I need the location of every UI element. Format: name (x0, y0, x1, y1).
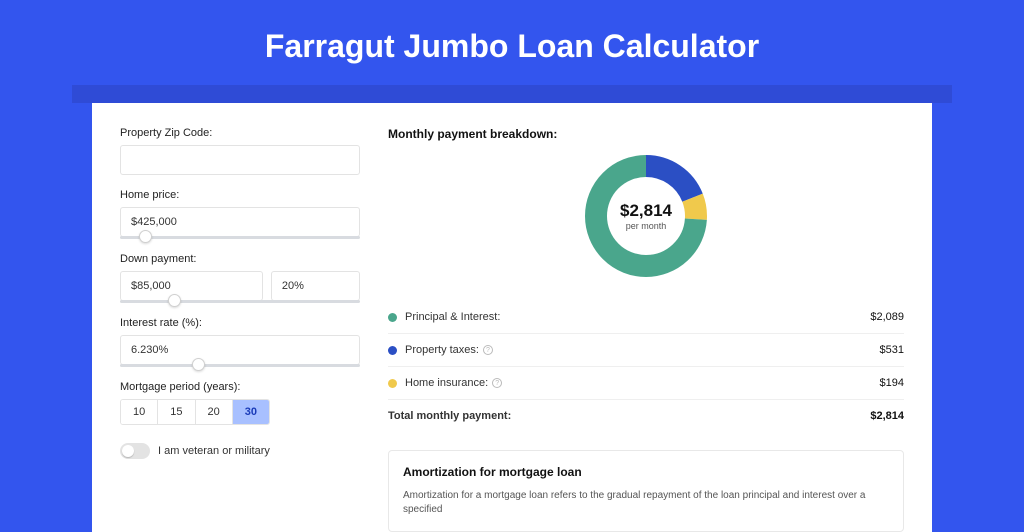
veteran-label: I am veteran or military (158, 445, 270, 457)
legend-dot (388, 313, 397, 322)
total-row: Total monthly payment: $2,814 (388, 400, 904, 432)
legend-row: Principal & Interest:$2,089 (388, 301, 904, 334)
down-payment-label: Down payment: (120, 253, 360, 265)
period-button-group: 10152030 (120, 399, 270, 425)
legend-row: Home insurance:?$194 (388, 367, 904, 400)
breakdown-title: Monthly payment breakdown: (388, 127, 904, 141)
period-option-30[interactable]: 30 (233, 400, 269, 424)
amort-text: Amortization for a mortgage loan refers … (403, 489, 889, 517)
info-icon[interactable]: ? (483, 345, 493, 355)
interest-rate-field-group: Interest rate (%): (120, 317, 360, 367)
donut-subtitle: per month (620, 221, 672, 231)
zip-label: Property Zip Code: (120, 127, 360, 139)
legend-label: Property taxes:? (405, 344, 880, 356)
card-shadow (72, 85, 952, 103)
down-payment-input[interactable] (120, 271, 263, 301)
legend-dot (388, 346, 397, 355)
legend-label: Home insurance:? (405, 377, 880, 389)
legend-value: $194 (880, 377, 904, 389)
period-option-10[interactable]: 10 (121, 400, 158, 424)
legend-value: $531 (880, 344, 904, 356)
legend-value: $2,089 (870, 311, 904, 323)
legend-dot (388, 379, 397, 388)
calculator-card: Property Zip Code: Home price: Down paym… (92, 103, 932, 532)
legend-row: Property taxes:?$531 (388, 334, 904, 367)
interest-rate-slider[interactable] (120, 364, 360, 367)
period-option-15[interactable]: 15 (158, 400, 195, 424)
down-payment-pct-input[interactable] (271, 271, 360, 301)
interest-rate-input[interactable] (120, 335, 360, 365)
page-title: Farragut Jumbo Loan Calculator (0, 0, 1024, 85)
down-payment-slider[interactable] (120, 300, 360, 303)
info-icon[interactable]: ? (492, 378, 502, 388)
period-field-group: Mortgage period (years): 10152030 (120, 381, 360, 425)
period-label: Mortgage period (years): (120, 381, 360, 393)
interest-rate-label: Interest rate (%): (120, 317, 360, 329)
veteran-toggle-row: I am veteran or military (120, 443, 360, 459)
donut-chart: $2,814 per month (583, 153, 709, 279)
interest-rate-slider-thumb[interactable] (192, 358, 205, 371)
amort-title: Amortization for mortgage loan (403, 465, 889, 479)
donut-center: $2,814 per month (620, 201, 672, 231)
legend-label: Principal & Interest: (405, 311, 870, 323)
down-payment-slider-thumb[interactable] (168, 294, 181, 307)
down-payment-field-group: Down payment: (120, 253, 360, 303)
veteran-toggle-knob (122, 445, 134, 457)
zip-input[interactable] (120, 145, 360, 175)
amort-section: Amortization for mortgage loan Amortizat… (388, 450, 904, 532)
home-price-slider-thumb[interactable] (139, 230, 152, 243)
donut-chart-wrap: $2,814 per month (388, 153, 904, 279)
donut-amount: $2,814 (620, 201, 672, 221)
home-price-field-group: Home price: (120, 189, 360, 239)
zip-field-group: Property Zip Code: (120, 127, 360, 175)
home-price-slider[interactable] (120, 236, 360, 239)
veteran-toggle[interactable] (120, 443, 150, 459)
home-price-label: Home price: (120, 189, 360, 201)
form-column: Property Zip Code: Home price: Down paym… (120, 127, 360, 532)
total-value: $2,814 (870, 410, 904, 422)
period-option-20[interactable]: 20 (196, 400, 233, 424)
breakdown-column: Monthly payment breakdown: $2,814 per mo… (388, 127, 904, 532)
home-price-input[interactable] (120, 207, 360, 237)
total-label: Total monthly payment: (388, 410, 870, 422)
